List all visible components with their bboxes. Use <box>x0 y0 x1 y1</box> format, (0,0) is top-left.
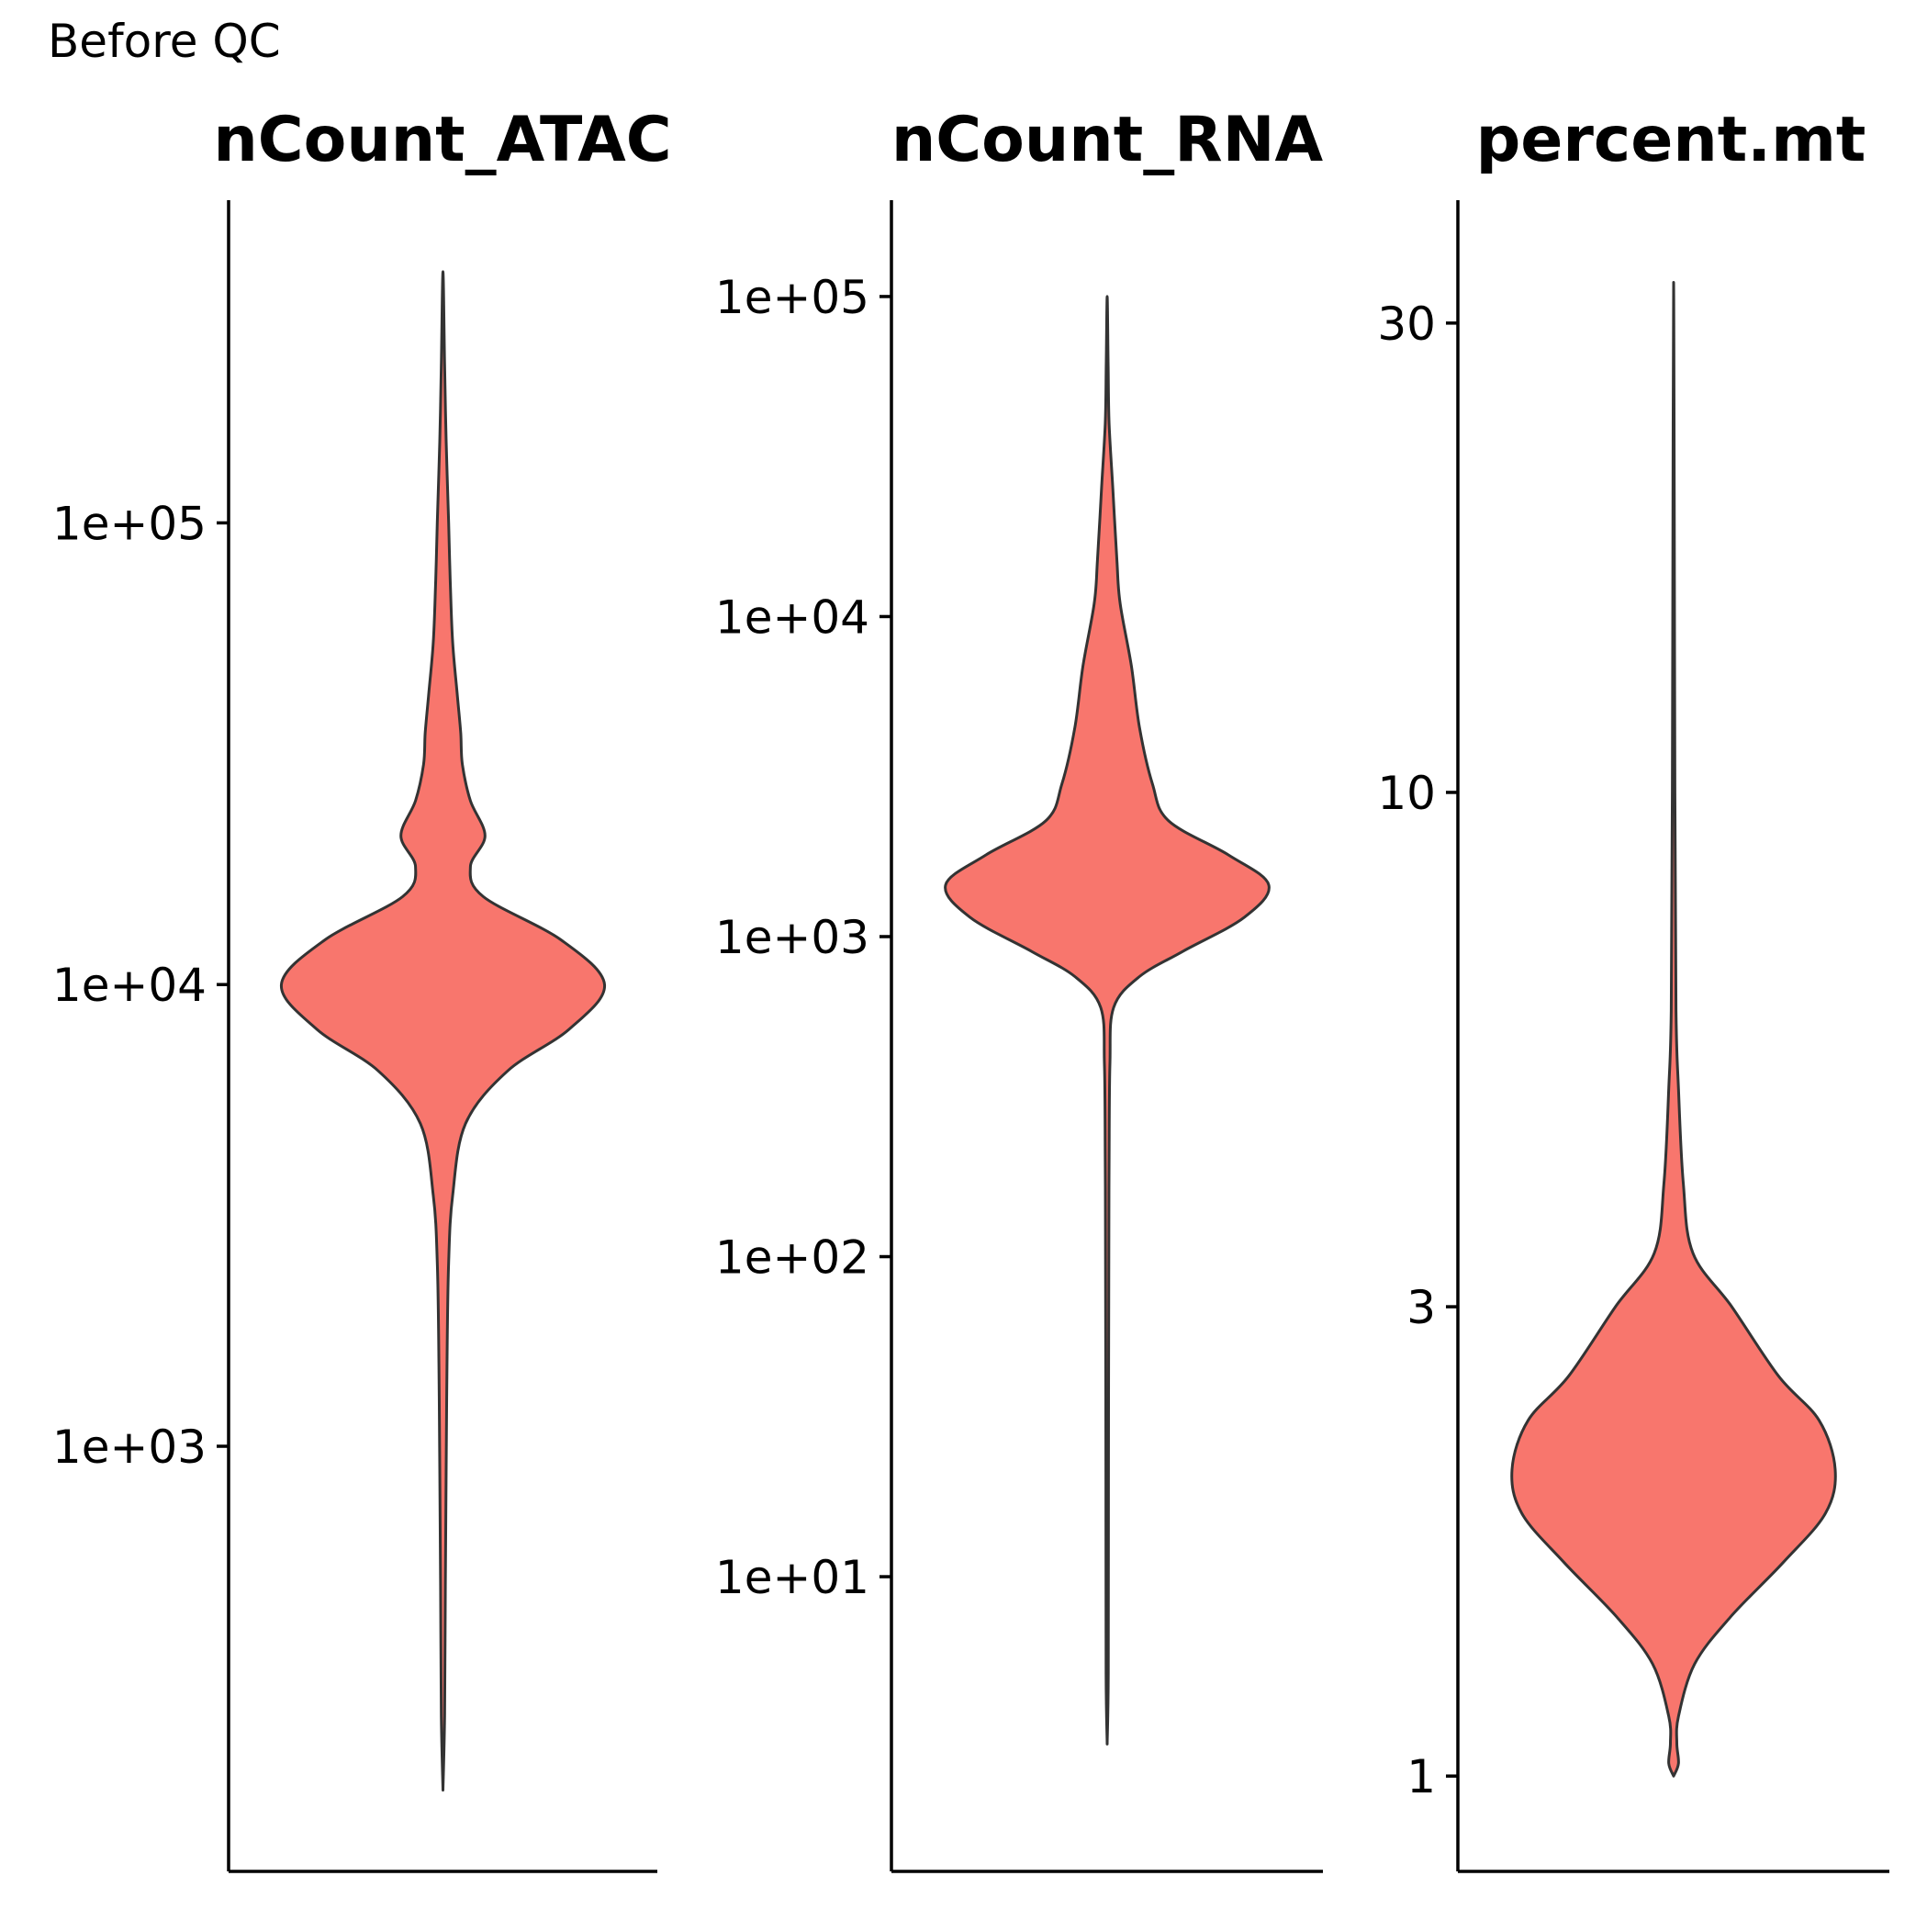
y-tick-label: 30 <box>1377 298 1436 351</box>
violin-shape <box>944 295 1271 1746</box>
facet-panels: nCount_ATAC 1e+03 1e+04 1e+05 nCount_RNA 1e+0… <box>52 104 1889 1873</box>
y-tick-label: 1e+02 <box>715 1231 869 1285</box>
facet-title: nCount_RNA <box>891 104 1324 176</box>
violin-shape <box>1510 281 1837 1778</box>
y-tick-label: 1e+05 <box>715 271 869 324</box>
figure-caption: Before QC <box>48 15 281 68</box>
y-tick-label: 1e+01 <box>715 1551 869 1604</box>
y-tick-label: 10 <box>1377 767 1436 820</box>
y-tick-label: 1e+03 <box>715 911 869 964</box>
violin-shape <box>279 270 607 1792</box>
y-tick-label: 1 <box>1406 1750 1436 1803</box>
y-tick-label: 1e+04 <box>52 959 207 1012</box>
y-tick-label: 1e+05 <box>52 497 207 550</box>
y-tick-label: 1e+04 <box>715 590 869 644</box>
facet-ncount-rna: nCount_RNA 1e+01 1e+02 1e+03 1e+04 1e+05 <box>715 104 1324 1873</box>
facet-title: percent.mt <box>1476 104 1866 176</box>
facet-ncount-atac: nCount_ATAC 1e+03 1e+04 1e+05 <box>52 104 672 1873</box>
y-tick-label: 1e+03 <box>52 1421 207 1474</box>
facet-title: nCount_ATAC <box>213 104 671 176</box>
y-tick-label: 3 <box>1406 1281 1436 1334</box>
facet-percent-mt: percent.mt 1 3 10 30 <box>1377 104 1889 1873</box>
